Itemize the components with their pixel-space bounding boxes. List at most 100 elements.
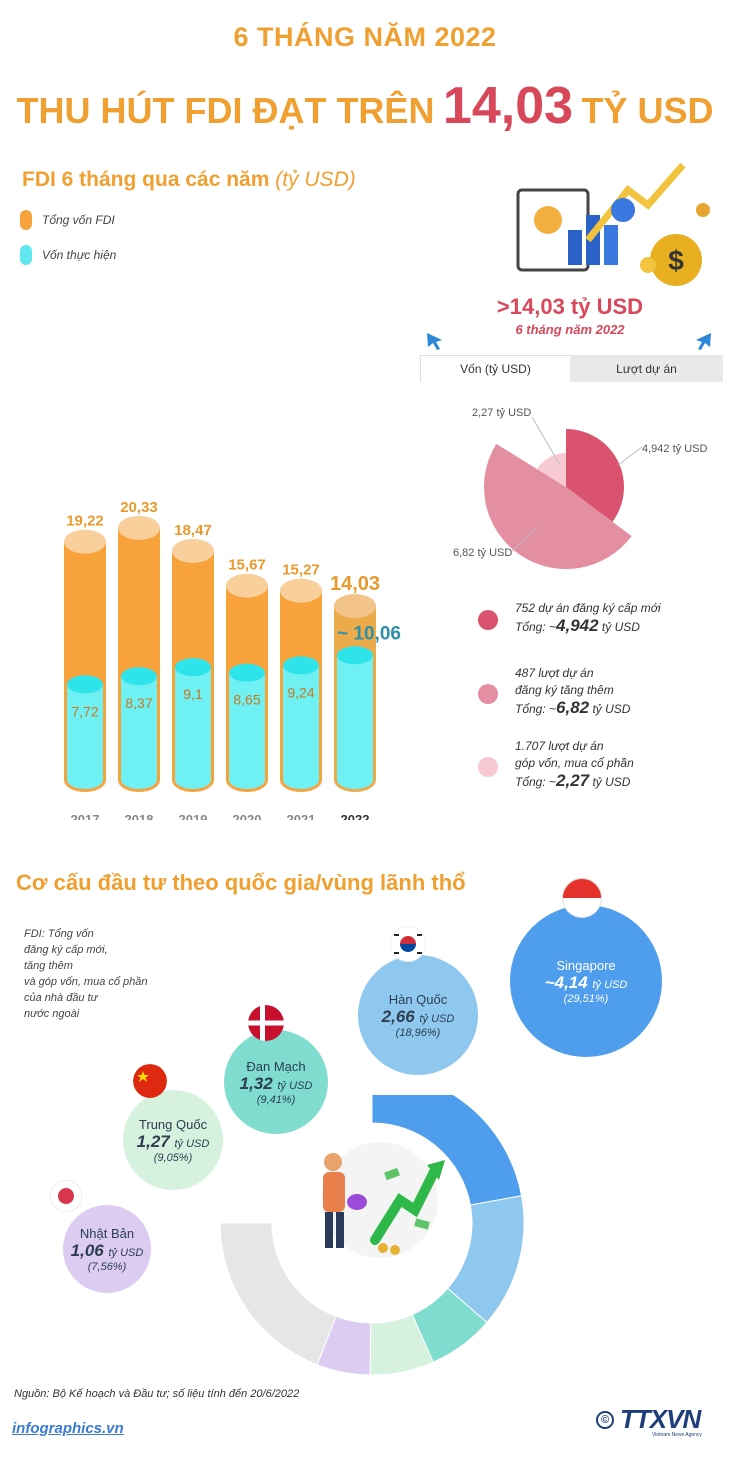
pie-slice: [483, 443, 632, 570]
pie-legend-new-line1: 752 dự án đăng ký cấp mới: [515, 601, 661, 615]
country-percent: (18,96%): [395, 1026, 441, 1039]
countries-title: Cơ cấu đầu tư theo quốc gia/vùng lãnh th…: [16, 870, 466, 895]
bar-total-label: 19,22: [66, 513, 104, 530]
pie-legend-shares-unit: tỷ USD: [592, 775, 631, 789]
country-value-unit: tỷ USD: [108, 1246, 144, 1259]
bar-realized-base: [175, 771, 211, 789]
pie-legend-additional-total: Tổng: ~6,82 tỷ USD: [515, 699, 630, 718]
korea-flag-icon: [390, 926, 426, 962]
denmark-flag-icon: [248, 1005, 284, 1041]
country-value: 1,06 tỷ USD: [71, 1241, 144, 1261]
country-value-unit: tỷ USD: [592, 978, 628, 991]
bar-realized: [337, 655, 373, 780]
legend-label-realized: Vốn thực hiện: [42, 248, 117, 262]
bar-total-cap: [334, 594, 376, 619]
country-value: 1,32 tỷ USD: [240, 1074, 313, 1094]
bubble-singapore: Singapore ~4,14 tỷ USD (29,51%): [510, 905, 662, 1057]
bar-realized-base: [229, 771, 265, 789]
bar-realized-cap: [175, 658, 211, 677]
country-value-unit: tỷ USD: [174, 1137, 210, 1150]
x-tick-label: 2018: [125, 812, 154, 820]
tab-capital[interactable]: Vốn (tỷ USD): [420, 355, 570, 382]
logo-subtext: Vietnam News Agency: [652, 1432, 702, 1438]
pie-label-additional: 6,82 tỷ USD: [453, 547, 513, 559]
header-title-prefix: THU HÚT FDI ĐẠT TRÊN: [16, 90, 435, 131]
person-icon: [534, 206, 562, 234]
logo-text: TTXVN: [620, 1404, 701, 1434]
singapore-flag-icon: [562, 878, 602, 918]
bar-realized-base: [337, 771, 373, 789]
country-percent: (9,41%): [256, 1093, 296, 1106]
country-value-number: 2,66: [381, 1006, 415, 1026]
country-name: Đan Mạch: [246, 1058, 306, 1074]
pie-legend-dot-new: [478, 610, 498, 630]
money-bag-icon: [650, 234, 702, 286]
x-tick-label: 2020: [233, 812, 262, 820]
bar-total-cap: [172, 538, 214, 563]
pointer-hand-icon-right: [696, 333, 711, 350]
bar-total-label: 15,67: [228, 557, 266, 574]
pie-legend-additional-line1: 487 lượt dự án: [515, 666, 594, 680]
legend-label-total: Tổng vốn FDI: [42, 213, 115, 227]
ring-segment-other: [220, 1222, 337, 1366]
pie-legend-additional-unit: tỷ USD: [592, 702, 631, 716]
pie-legend-shares-value: 2,27: [556, 771, 590, 790]
growth-arrow-icon: [370, 1165, 440, 1245]
bar-realized-cap: [229, 663, 265, 682]
x-tick-label: 2021: [287, 812, 316, 820]
header-title-value: 14,03: [442, 77, 574, 135]
summary-total: >14,03 tỷ USD: [496, 294, 644, 319]
china-flag-icon: [133, 1064, 167, 1098]
pie-legend-shares-line2: góp vốn, mua cổ phần: [515, 756, 634, 770]
svg-text:$: $: [668, 245, 684, 276]
country-name: Trung Quốc: [138, 1116, 208, 1132]
country-value-unit: tỷ USD: [419, 1012, 455, 1025]
bubble-japan: Nhật Bản 1,06 tỷ USD (7,56%): [63, 1205, 151, 1293]
fdi-chart-unit: (tỷ USD): [275, 168, 356, 191]
country-value-number: 1,32: [239, 1073, 273, 1093]
bar-realized-cap: [337, 646, 373, 665]
bar-realized-label: 7,72: [71, 703, 98, 719]
pie-legend-dot-additional: [478, 684, 498, 704]
pie-legend-shares: 1.707 lượt dự án góp vốn, mua cổ phần Tổ…: [515, 738, 634, 791]
country-value-number: ~4,14: [544, 972, 588, 992]
pie-legend-shares-line1: 1.707 lượt dự án: [515, 739, 604, 753]
investment-illustration: $: [516, 162, 710, 286]
pie-label-new: 4,942 tỷ USD: [642, 443, 708, 455]
fdi-note-line: tăng thêm: [24, 960, 73, 972]
bar-realized: [175, 667, 211, 780]
bar-realized-cap: [67, 675, 103, 694]
site-link[interactable]: infographics.vn: [12, 1420, 124, 1437]
pie-slice: [537, 453, 566, 487]
country-value: ~4,14 tỷ USD: [545, 973, 628, 993]
person-icon: [324, 1153, 342, 1171]
bar-realized-label: 9,24: [287, 684, 314, 700]
pie-legend-additional-prefix: Tổng: ~: [515, 702, 557, 716]
summary-period: 6 tháng năm 2022: [515, 322, 625, 337]
bar-realized-base: [283, 771, 319, 789]
fdi-note-line: của nhà đầu tư: [24, 992, 98, 1004]
pie-leader-line: [531, 416, 561, 466]
bar-realized-base: [121, 771, 157, 789]
tab-project-count[interactable]: Lượt dự án: [570, 355, 723, 382]
pie-leader-line: [511, 526, 539, 552]
bar-realized: [283, 665, 319, 780]
bar-total-cap: [118, 515, 160, 540]
x-tick-label: 2019: [179, 812, 208, 820]
fdi-chart-title-text: FDI 6 tháng qua các năm: [22, 168, 270, 191]
bar-realized-label: 8,37: [125, 695, 152, 711]
country-percent: (9,05%): [153, 1151, 193, 1164]
bubble-korea: Hàn Quốc 2,66 tỷ USD (18,96%): [358, 955, 478, 1075]
pie-legend-new-total: Tổng: ~4,942 tỷ USD: [515, 617, 661, 636]
legend-swatch-orange: [20, 210, 32, 230]
country-value-number: 1,27: [136, 1131, 170, 1151]
pie-legend-new: 752 dự án đăng ký cấp mới Tổng: ~4,942 t…: [515, 600, 661, 636]
watering-can-icon: [347, 1194, 367, 1210]
growth-illustration: [322, 1142, 445, 1258]
pie-legend-additional-value: 6,82: [556, 698, 590, 717]
country-name: Nhật Bản: [79, 1225, 135, 1241]
bar-total-cap: [280, 578, 322, 603]
fdi-note-line: và góp vốn, mua cổ phần: [24, 976, 148, 988]
x-tick-label: 2022: [341, 812, 370, 820]
fdi-note-line: FDI: Tổng vốn: [24, 928, 94, 940]
